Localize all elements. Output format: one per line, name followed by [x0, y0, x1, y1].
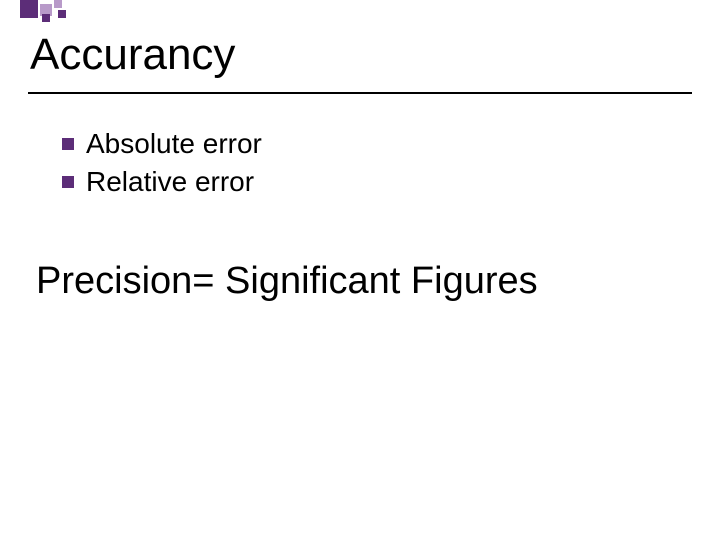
- bullet-square-icon: [62, 138, 74, 150]
- bullet-list: Absolute error Relative error: [0, 94, 720, 198]
- slide-subtitle: Precision= Significant Figures: [36, 260, 690, 303]
- title-block: Accurancy: [0, 0, 720, 92]
- deco-square: [54, 0, 62, 8]
- bullet-square-icon: [62, 176, 74, 188]
- deco-square: [20, 0, 38, 18]
- list-item: Relative error: [62, 166, 690, 198]
- deco-square: [42, 14, 50, 22]
- bullet-text: Relative error: [86, 166, 254, 198]
- bullet-text: Absolute error: [86, 128, 262, 160]
- deco-square: [58, 10, 66, 18]
- slide-title: Accurancy: [30, 30, 690, 80]
- subtitle-block: Precision= Significant Figures: [0, 204, 720, 303]
- list-item: Absolute error: [62, 128, 690, 160]
